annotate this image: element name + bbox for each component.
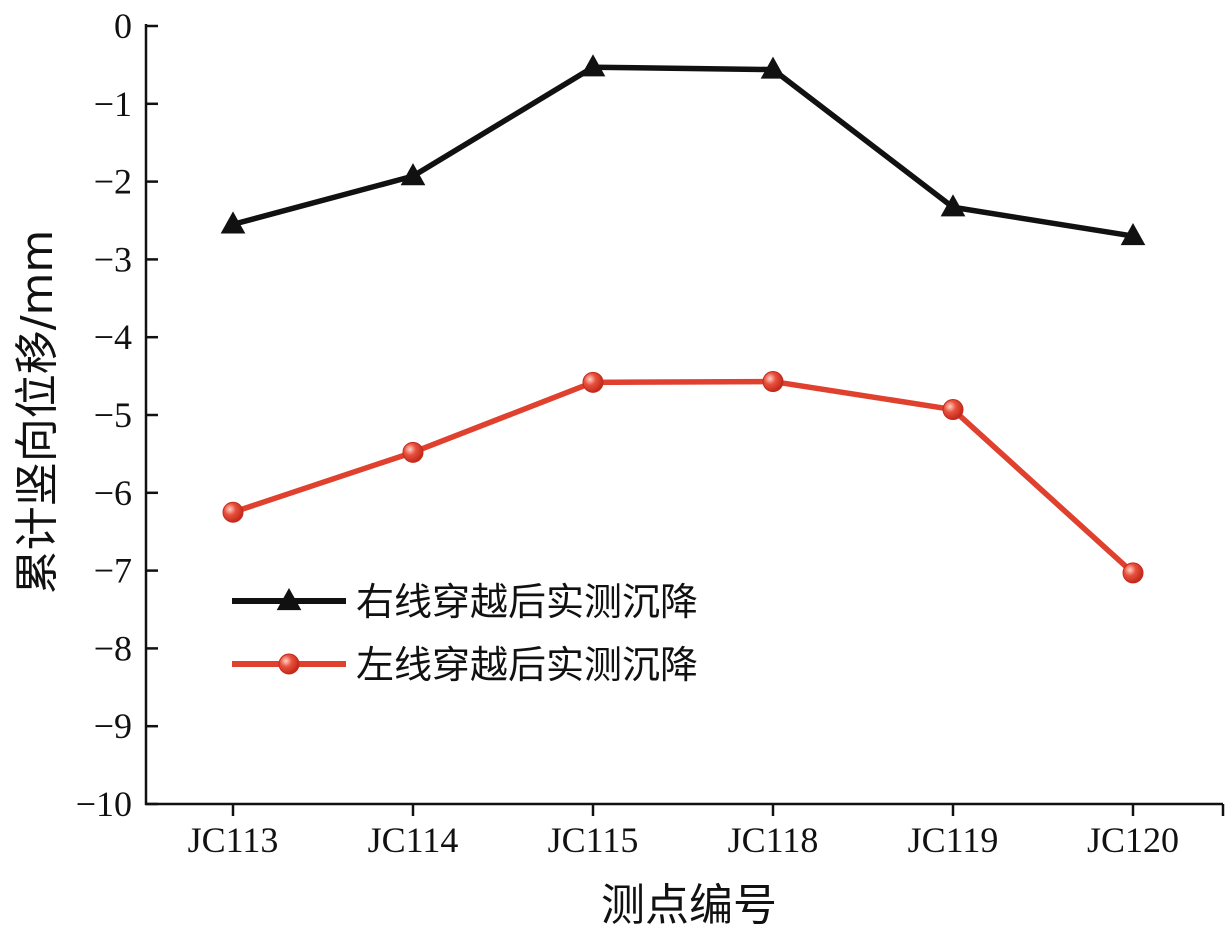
x-tick-label: JC114 [368,820,459,860]
legend-label: 左线穿越后实测沉降 [356,643,698,687]
x-tick-label: JC118 [728,820,819,860]
data-point [1122,562,1144,584]
y-tick-label: −3 [94,239,132,279]
series-1 [220,54,1146,246]
y-tick-label: −1 [94,84,132,124]
x-tick-label: JC115 [548,820,639,860]
series-2 [222,371,1144,584]
x-axis-title: 测点编号 [601,880,777,931]
y-tick-label: 0 [114,6,132,46]
x-tick-label: JC113 [188,820,279,860]
data-point [400,163,426,186]
y-tick-label: −6 [94,473,132,513]
y-tick-label: −10 [76,784,132,824]
y-tick-label: −7 [94,551,132,591]
y-axis: 0 −1 −2 −3 −4 −5 −6 −7 −8 −9 −10 [76,6,158,824]
data-point [940,194,966,217]
legend-item-2: 左线穿越后实测沉降 [232,643,698,687]
data-point [402,441,424,463]
y-axis-title: 累计竖向位移/mm [12,230,63,595]
x-tick-label: JC120 [1087,820,1179,860]
series-line [232,64,1134,239]
data-point [1120,223,1146,246]
y-tick-label: −8 [94,628,132,668]
x-axis: JC113 JC114 JC115 JC118 JC119 JC120 [145,802,1225,860]
data-point [760,56,786,79]
data-point [580,54,606,77]
data-point [222,501,244,523]
legend-item-1: 右线穿越后实测沉降 [232,580,698,624]
y-tick-label: −4 [94,317,132,357]
y-tick-label: −9 [94,706,132,746]
data-point [942,399,964,421]
data-point [762,371,784,393]
y-tick-label: −5 [94,395,132,435]
x-tick-label: JC119 [908,820,999,860]
data-point [582,371,604,393]
legend-label: 右线穿越后实测沉降 [356,580,698,624]
data-point [220,211,246,234]
legend-marker [276,588,302,611]
plot-series [220,54,1146,584]
legend-marker [278,653,300,675]
y-tick-label: −2 [94,162,132,202]
series-line [232,378,1135,575]
